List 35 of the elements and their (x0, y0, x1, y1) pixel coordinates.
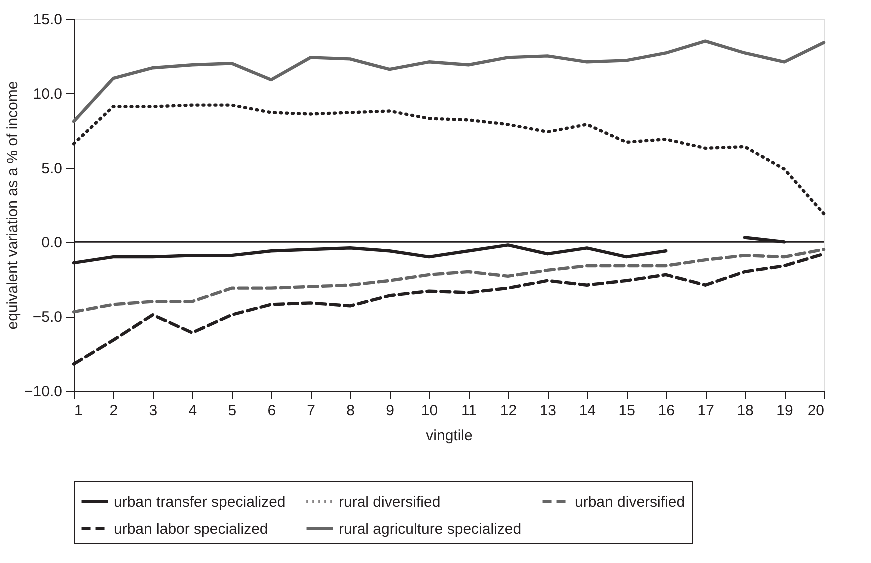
legend-label: urban labor specialized (114, 521, 268, 538)
y-tick-label: 10.0 (33, 86, 62, 103)
x-tick-label: 19 (776, 402, 794, 420)
x-tick-label: 1 (74, 402, 83, 420)
x-tick-label: 7 (307, 402, 316, 420)
x-tick-label: 6 (268, 402, 276, 420)
y-tick-label: 15.0 (33, 12, 62, 28)
x-tick-label: 16 (658, 402, 675, 420)
x-tick-label: 8 (346, 402, 355, 420)
legend-label: rural diversified (339, 494, 441, 511)
x-tick-label: 2 (110, 402, 118, 420)
y-tick-label: −5.0 (32, 309, 62, 326)
x-tick-label: 11 (461, 402, 478, 420)
legend-label: rural agriculture specialized (339, 521, 522, 538)
legend-label: urban transfer specialized (114, 494, 286, 511)
x-tick-label: 5 (228, 402, 237, 420)
y-axis-title: equivalent variation as a % of income (4, 81, 22, 330)
x-tick-label: 14 (579, 402, 596, 420)
x-tick-label: 20 (808, 402, 824, 420)
y-tick-label: 5.0 (42, 160, 62, 178)
line-series (72, 248, 826, 314)
x-axis-title: vingtile (426, 428, 473, 444)
x-tick-label: 15 (618, 402, 636, 420)
legend-label: urban diversified (575, 494, 686, 511)
line-series (72, 40, 826, 124)
x-tick-label: 17 (698, 402, 714, 420)
y-tick-label: 0.0 (42, 234, 62, 252)
x-tick-label: 3 (149, 402, 158, 420)
x-tick-label: 18 (737, 402, 754, 420)
x-tick-label: 12 (500, 402, 518, 420)
x-tick-label: 10 (421, 402, 438, 420)
x-tick-label: 4 (188, 402, 198, 420)
x-tick-label: 9 (386, 402, 394, 420)
y-tick-label: −10.0 (24, 384, 62, 400)
x-tick-label: 13 (540, 402, 557, 420)
